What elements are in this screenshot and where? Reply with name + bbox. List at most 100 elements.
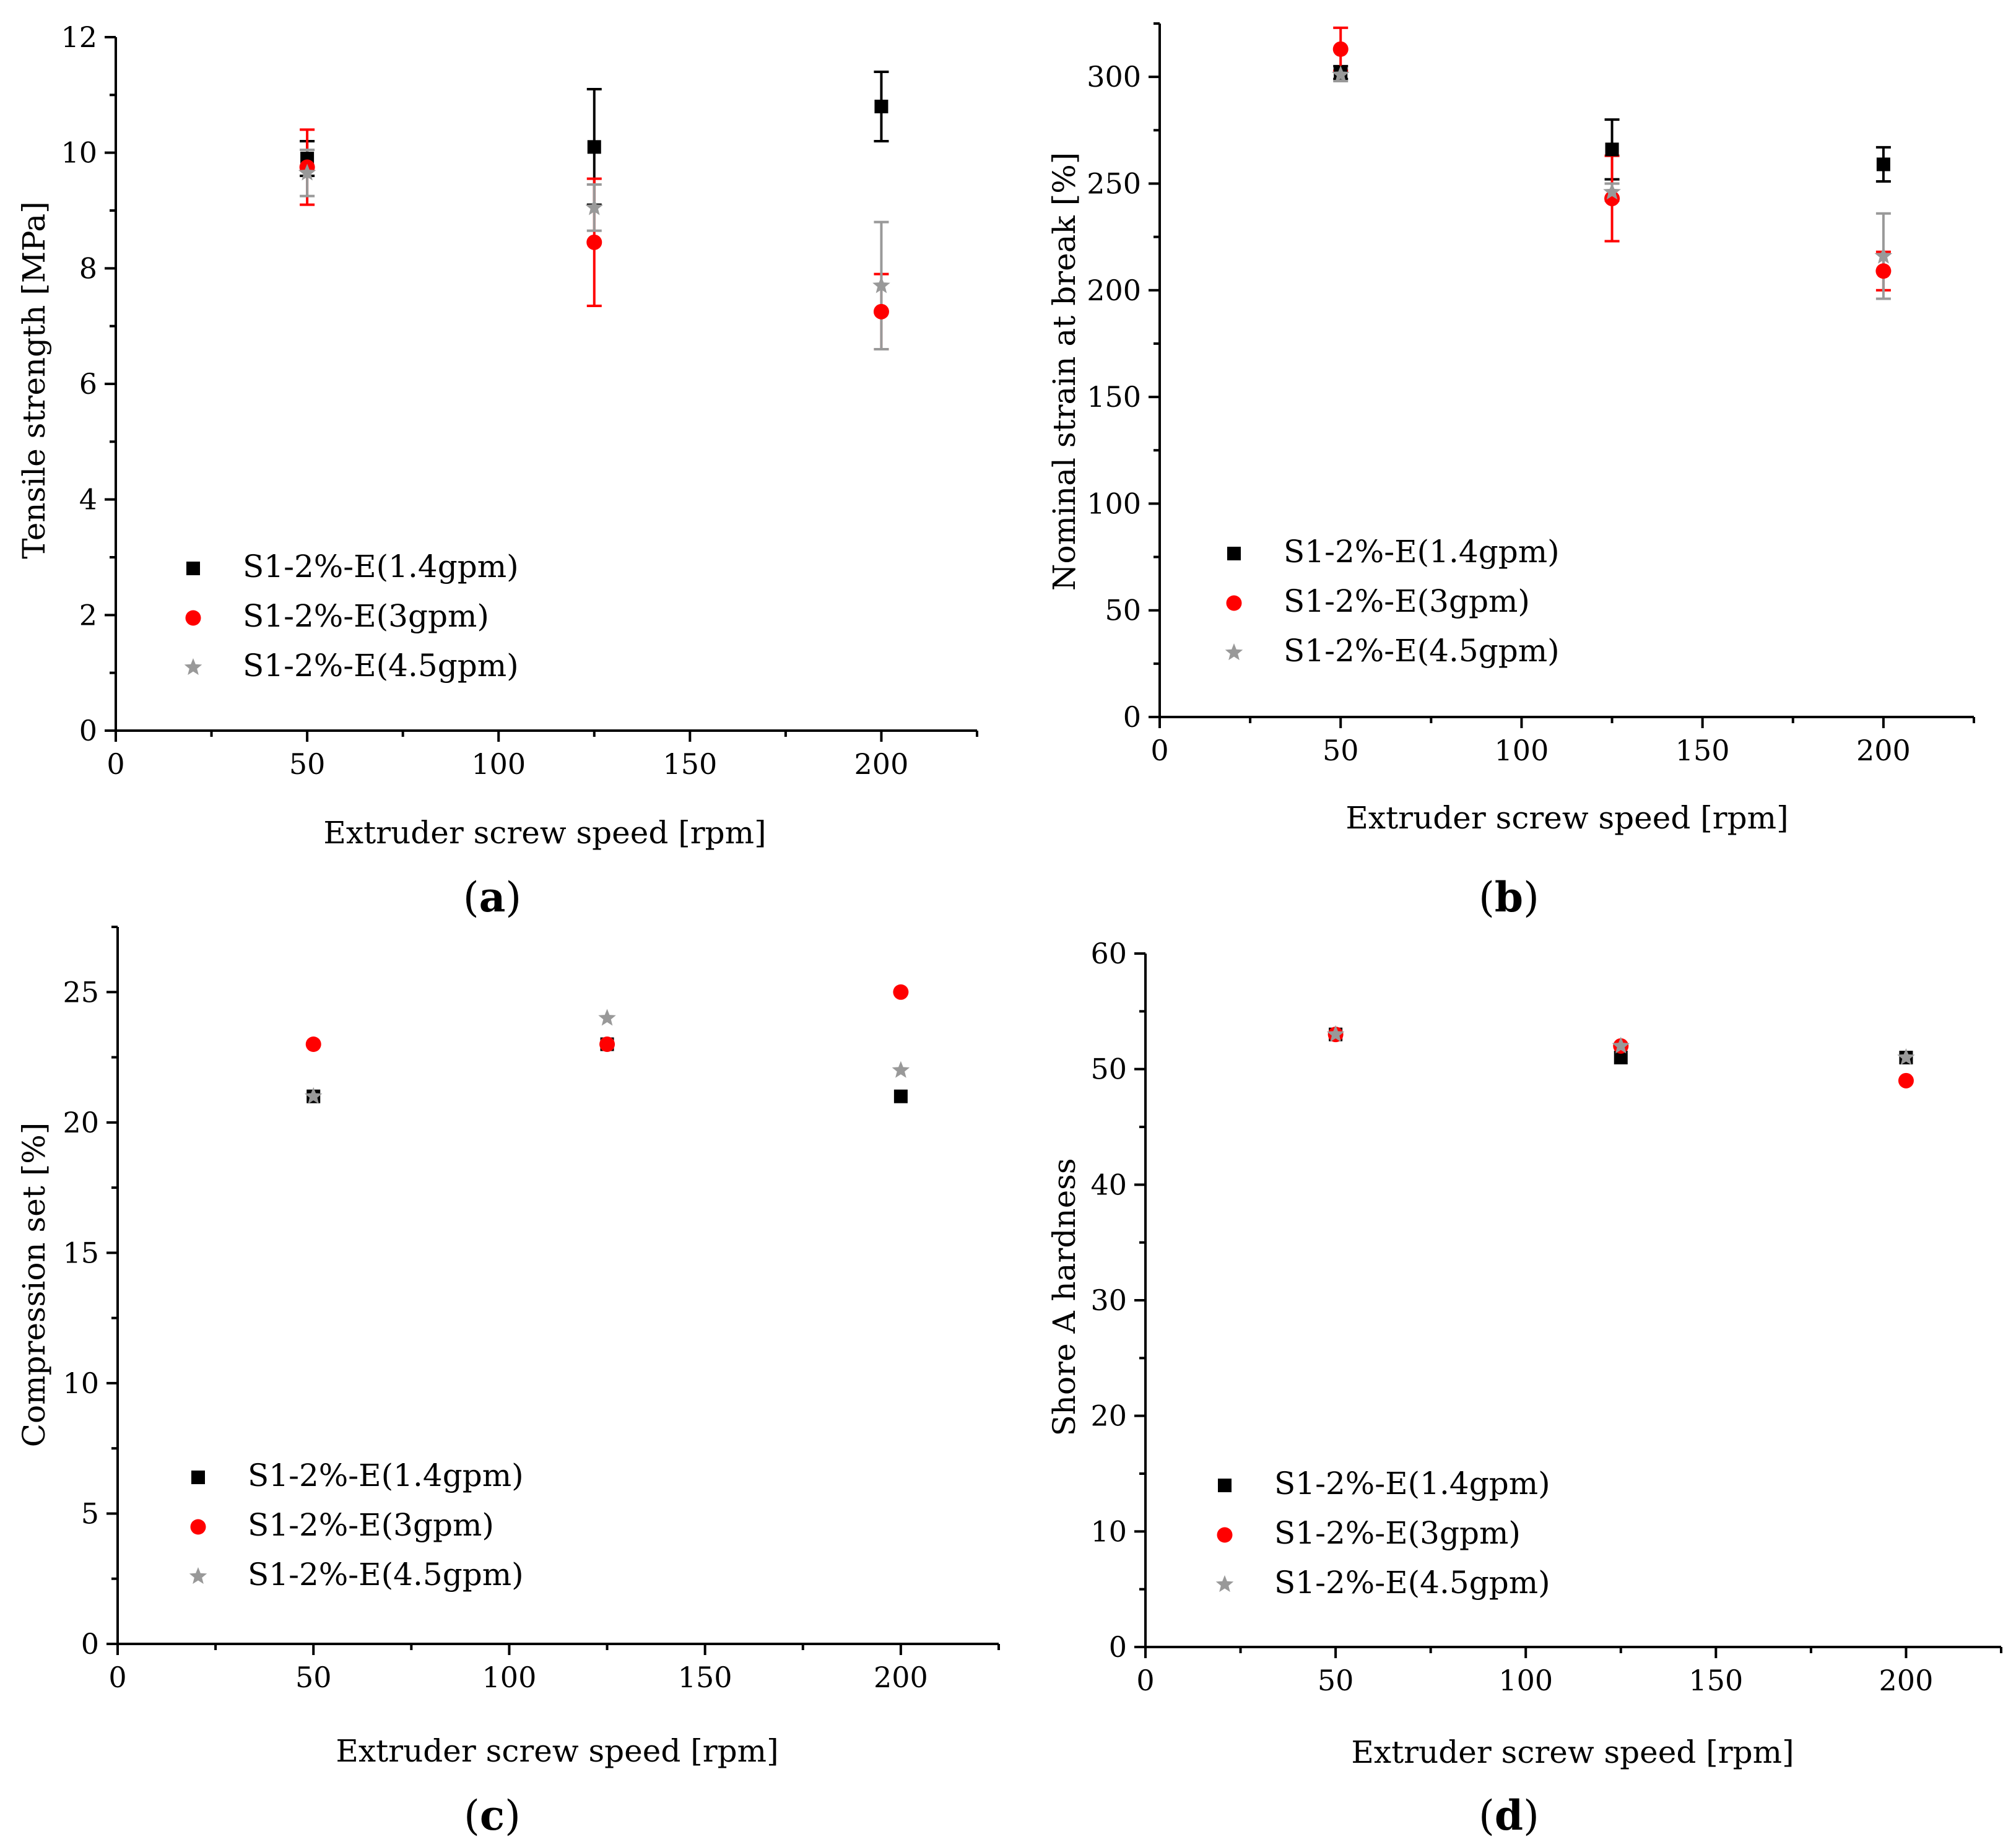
panel-d-y-tick-label: 40 [1090,1168,1127,1201]
panel-c-y-tick-label: 15 [63,1236,99,1269]
panel-d-legend-label: S1-2%-E(4.5gpm) [1274,1565,1550,1601]
panel-d-legend-marker [1217,1527,1233,1543]
panel-a-x-tick-label: 0 [106,747,124,781]
panel-b-y-tick-label: 50 [1105,594,1141,627]
panel-a-point [298,163,316,181]
panel-d-point [1898,1072,1914,1089]
panel-b-y-tick-label: 200 [1087,274,1141,307]
panel-d-y-tick-label: 20 [1090,1399,1127,1433]
panel-b-point [1603,183,1621,200]
panel-b-x-tick-label: 100 [1495,734,1549,767]
panel-a-legend-marker [184,658,202,676]
panel-a-label: (a) [463,873,521,921]
panel-c-point [599,1036,615,1052]
panel-a-ylabel: Tensile strength [MPa] [16,201,52,558]
panel-b-legend-marker [1226,595,1242,611]
panel-d-plot: 0 50 100 150 200 0 10 20 30 40 50 60 S1-2%-E(1.4gpm)… [1090,937,2002,1697]
panel-a-legend-label: S1-2%-E(3gpm) [243,598,489,634]
panel-a-x-tick-label: 200 [854,747,909,781]
panel-c-legend-marker [190,1519,206,1535]
panel-d-x-tick-label: 0 [1136,1664,1154,1697]
panel-a-point [585,198,604,215]
panel-a-letter: a [479,873,506,921]
panel-d-point [1614,1051,1628,1064]
panel-a-x-tick-label: 150 [663,747,717,781]
panel-a-y-tick-label: 6 [79,367,97,401]
panel-c: Extruder screw speed [rpm] Compression s… [16,1123,779,1840]
panel-b-y-tick-label: 300 [1087,60,1141,93]
panel-b-point [1332,41,1349,57]
panel-d-y-tick-label: 30 [1090,1284,1127,1317]
panel-b-y-tick-label: 250 [1087,167,1141,200]
panel-c-x-tick-label: 200 [874,1661,928,1694]
panel-b-x-tick-label: 0 [1150,734,1168,767]
panel-c-label: (c) [464,1791,521,1840]
panel-d-y-tick-label: 10 [1090,1515,1127,1548]
panel-b-y-tick-label: 150 [1087,380,1141,414]
panel-c-point [305,1036,321,1052]
panel-b-legend-label: S1-2%-E(3gpm) [1284,583,1530,619]
panel-a-y-tick-label: 10 [61,136,97,170]
panel-c-point [893,1089,908,1103]
panel-d-point [1326,1025,1345,1042]
panel-c-point [598,1009,616,1026]
panel-d-legend-marker [1215,1575,1234,1593]
panel-b-point [1876,157,1890,172]
panel-c-point [304,1087,323,1104]
panel-c-letter: c [480,1791,505,1840]
panel-c-y-tick-label: 20 [63,1106,99,1139]
panel-a-xlabel: Extruder screw speed [rpm] [323,815,766,851]
panel-c-xlabel: Extruder screw speed [rpm] [336,1733,778,1769]
panel-b-point [1875,263,1892,279]
panel-a-y-tick-label: 4 [79,483,97,516]
panel-b-label: (b) [1479,873,1539,921]
panel-a-y-tick-label: 12 [61,20,97,54]
panel-c-y-tick-label: 5 [81,1497,99,1530]
panel-a-legend-label: S1-2%-E(1.4gpm) [243,549,519,585]
panel-c-legend-marker [189,1567,207,1584]
panel-b-legend-marker [1227,547,1241,560]
panel-d-legend-marker [1218,1479,1232,1492]
panel-c-y-tick-label: 0 [81,1627,99,1661]
panel-b-point [1874,246,1893,264]
panel-c-y-tick-label: 10 [63,1367,99,1400]
panel-d-letter: d [1495,1791,1523,1840]
panel-b-y-tick-label: 0 [1123,700,1141,734]
panel-d-x-tick-label: 200 [1879,1664,1934,1697]
panel-a-point [872,276,890,293]
panel-a: Extruder screw speed [rpm] Tensile stren… [16,201,767,921]
panel-a-point [874,100,889,113]
panel-b-x-tick-label: 200 [1856,734,1911,767]
panel-d-x-tick-label: 100 [1498,1664,1553,1697]
panel-b-legend-label: S1-2%-E(4.5gpm) [1284,633,1560,669]
panel-d-xlabel: Extruder screw speed [rpm] [1351,1734,1794,1770]
panel-b-legend-marker [1225,643,1243,661]
panel-a-point [873,303,889,319]
panel-a-plot: 0 50 100 150 200 0 2 4 6 8 10 12 S1-2%-E(1.4gpm) S1-2… [61,20,978,781]
panel-c-legend-marker [191,1471,205,1484]
panel-b-legend-label: S1-2%-E(1.4gpm) [1284,534,1560,570]
panel-d-x-tick-label: 150 [1688,1664,1743,1697]
panel-b-x-tick-label: 150 [1675,734,1730,767]
panel-d-point [1897,1048,1915,1066]
panel-d-y-tick-label: 50 [1090,1053,1127,1086]
panel-b-point [1605,142,1619,157]
panel-c-ylabel: Compression set [%] [16,1123,52,1448]
panel-a-point [587,140,601,154]
panel-b-ylabel: Nominal strain at break [%] [1046,152,1082,591]
panel-b-y-tick-label: 100 [1087,487,1141,520]
panel-a-point [586,234,602,250]
panel-d-y-tick-label: 0 [1109,1630,1127,1664]
panel-a-legend-label: S1-2%-E(4.5gpm) [243,648,519,684]
panel-c-x-tick-label: 150 [678,1661,732,1694]
panel-d-legend-label: S1-2%-E(1.4gpm) [1274,1466,1550,1502]
panel-a-x-tick-label: 100 [471,747,526,781]
panel-b-point [1331,65,1350,82]
panel-a-y-tick-label: 2 [79,598,97,632]
panel-c-y-tick-label: 25 [63,975,99,1009]
panel-a-x-tick-label: 50 [289,747,326,781]
panel-c-point [892,1061,910,1078]
panel-b: Extruder screw speed [rpm] Nominal strai… [1046,152,1789,921]
panel-c-plot: 0 50 100 150 200 0 5 10 15 20 25 S1-2%-E(1.4gpm) S1-… [63,926,1000,1694]
panel-a-y-tick-label: 0 [79,714,97,747]
